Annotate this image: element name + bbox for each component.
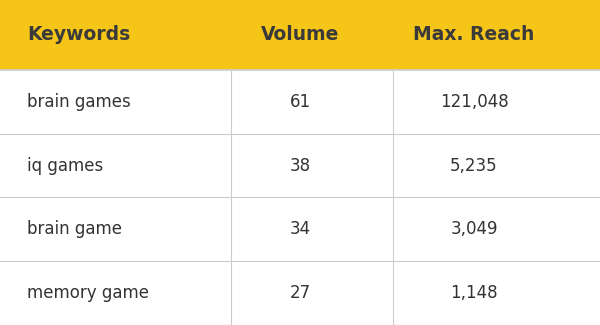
Text: memory game: memory game xyxy=(27,284,149,302)
Text: 121,048: 121,048 xyxy=(440,93,508,111)
Text: 1,148: 1,148 xyxy=(450,284,498,302)
Text: 38: 38 xyxy=(289,157,311,175)
Text: 3,049: 3,049 xyxy=(450,220,498,238)
Text: Max. Reach: Max. Reach xyxy=(413,25,535,45)
Text: 5,235: 5,235 xyxy=(450,157,498,175)
Text: 61: 61 xyxy=(289,93,311,111)
Text: Keywords: Keywords xyxy=(27,25,130,45)
Text: brain games: brain games xyxy=(27,93,131,111)
Bar xyxy=(0,197,600,261)
Text: brain game: brain game xyxy=(27,220,122,238)
Bar xyxy=(0,134,600,197)
Bar xyxy=(0,261,600,325)
Bar xyxy=(0,0,600,70)
Text: iq games: iq games xyxy=(27,157,103,175)
Bar xyxy=(0,70,600,134)
Text: 34: 34 xyxy=(289,220,311,238)
Text: Volume: Volume xyxy=(261,25,339,45)
Text: 27: 27 xyxy=(289,284,311,302)
